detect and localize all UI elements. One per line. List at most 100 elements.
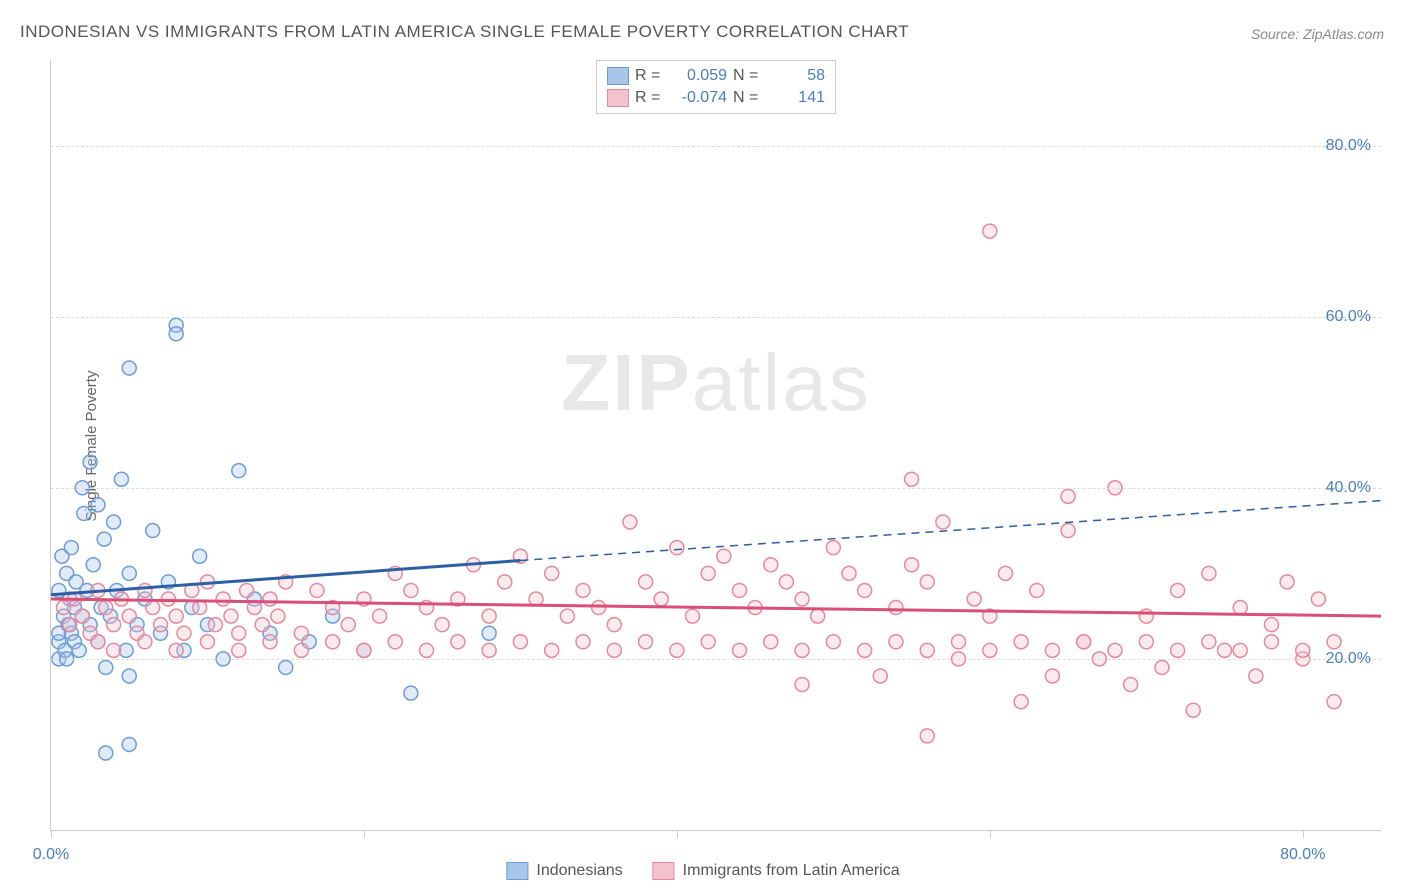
data-point (216, 592, 230, 606)
data-point (435, 618, 449, 632)
x-tick-label: 0.0% (33, 846, 69, 864)
swatch-series-2-b (653, 862, 675, 880)
data-point (107, 643, 121, 657)
data-point (177, 626, 191, 640)
y-tick-label: 20.0% (1326, 650, 1371, 668)
data-point (1139, 609, 1153, 623)
data-point (983, 643, 997, 657)
n-label-1: N = (733, 67, 763, 85)
data-point (717, 549, 731, 563)
tick-mark-x (677, 830, 678, 838)
data-point (1280, 575, 1294, 589)
data-point (701, 635, 715, 649)
r-label-2: R = (635, 89, 665, 107)
data-point (138, 635, 152, 649)
data-point (967, 592, 981, 606)
data-point (451, 635, 465, 649)
data-point (310, 583, 324, 597)
data-point (811, 609, 825, 623)
data-point (795, 678, 809, 692)
data-point (122, 609, 136, 623)
data-point (1264, 618, 1278, 632)
data-point (279, 660, 293, 674)
plot-area: ZIPatlas R = 0.059 N = 58 R = -0.074 N =… (50, 60, 1381, 831)
legend-row-2: R = -0.074 N = 141 (607, 87, 825, 109)
data-point (1045, 643, 1059, 657)
data-point (122, 669, 136, 683)
legend-label-2: Immigrants from Latin America (683, 862, 900, 880)
data-point (72, 643, 86, 657)
data-point (193, 601, 207, 615)
data-point (1014, 635, 1028, 649)
data-point (607, 643, 621, 657)
data-point (99, 601, 113, 615)
data-point (122, 737, 136, 751)
gridline-h (51, 146, 1381, 147)
gridline-h (51, 317, 1381, 318)
data-point (154, 618, 168, 632)
r-value-1: 0.059 (671, 67, 727, 85)
data-point (169, 643, 183, 657)
data-point (482, 609, 496, 623)
r-value-2: -0.074 (671, 89, 727, 107)
gridline-h (51, 488, 1381, 489)
swatch-series-2 (607, 89, 629, 107)
data-point (1202, 566, 1216, 580)
data-point (107, 618, 121, 632)
data-point (1296, 643, 1310, 657)
swatch-series-1-b (506, 862, 528, 880)
data-point (983, 224, 997, 238)
data-point (122, 566, 136, 580)
data-point (576, 635, 590, 649)
data-point (623, 515, 637, 529)
data-point (169, 609, 183, 623)
data-point (263, 592, 277, 606)
data-point (670, 541, 684, 555)
data-point (639, 635, 653, 649)
data-point (482, 643, 496, 657)
legend-item-2: Immigrants from Latin America (653, 862, 900, 880)
data-point (138, 583, 152, 597)
source-name: ZipAtlas.com (1303, 26, 1384, 42)
data-point (404, 583, 418, 597)
data-point (1311, 592, 1325, 606)
legend-label-1: Indonesians (536, 862, 622, 880)
data-point (1061, 489, 1075, 503)
n-value-1: 58 (769, 67, 825, 85)
data-point (146, 524, 160, 538)
n-value-2: 141 (769, 89, 825, 107)
data-point (200, 635, 214, 649)
data-point (1108, 643, 1122, 657)
data-point (826, 635, 840, 649)
data-point (905, 472, 919, 486)
data-point (952, 635, 966, 649)
data-point (889, 635, 903, 649)
data-point (858, 643, 872, 657)
trend-line-extrapolated (520, 501, 1381, 561)
gridline-h (51, 659, 1381, 660)
data-point (86, 558, 100, 572)
data-point (482, 626, 496, 640)
data-point (1202, 635, 1216, 649)
data-point (420, 643, 434, 657)
data-point (920, 575, 934, 589)
data-point (826, 541, 840, 555)
data-point (91, 635, 105, 649)
data-point (388, 635, 402, 649)
data-point (114, 472, 128, 486)
data-point (255, 618, 269, 632)
data-point (271, 609, 285, 623)
data-point (1077, 635, 1091, 649)
data-point (1139, 635, 1153, 649)
data-point (1327, 695, 1341, 709)
data-point (232, 464, 246, 478)
data-point (91, 498, 105, 512)
data-point (193, 549, 207, 563)
tick-mark-x (1303, 830, 1304, 838)
data-point (545, 566, 559, 580)
y-tick-label: 40.0% (1326, 479, 1371, 497)
data-point (341, 618, 355, 632)
data-point (639, 575, 653, 589)
source-label: Source: ZipAtlas.com (1251, 26, 1384, 42)
data-point (294, 626, 308, 640)
